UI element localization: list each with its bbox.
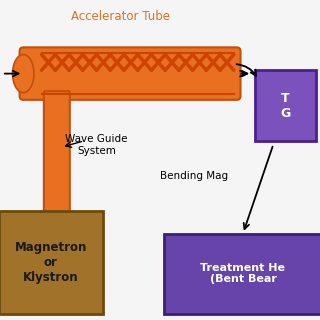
FancyBboxPatch shape bbox=[255, 70, 316, 141]
FancyBboxPatch shape bbox=[44, 91, 70, 213]
FancyBboxPatch shape bbox=[164, 234, 320, 314]
Text: T
G: T G bbox=[281, 92, 291, 120]
Text: Wave Guide
System: Wave Guide System bbox=[65, 134, 128, 156]
Text: Magnetron
or
Klystron: Magnetron or Klystron bbox=[14, 241, 87, 284]
Text: Treatment He
(Bent Bear: Treatment He (Bent Bear bbox=[200, 263, 285, 284]
FancyBboxPatch shape bbox=[0, 211, 103, 314]
Text: Accelerator Tube: Accelerator Tube bbox=[71, 10, 171, 23]
Text: Bending Mag: Bending Mag bbox=[160, 171, 228, 181]
FancyBboxPatch shape bbox=[20, 47, 241, 100]
Ellipse shape bbox=[12, 55, 34, 93]
